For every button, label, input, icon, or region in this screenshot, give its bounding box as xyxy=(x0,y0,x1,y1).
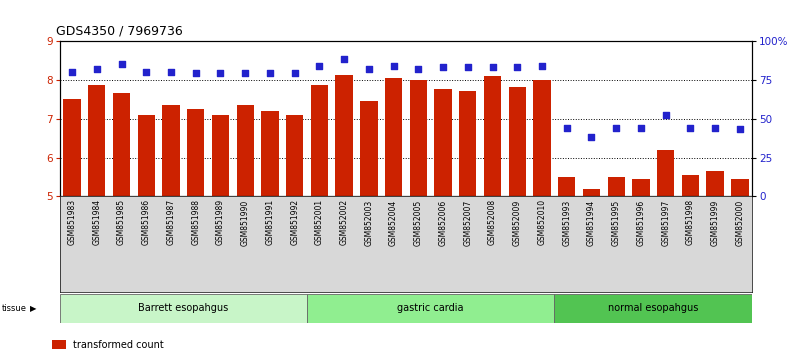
Point xyxy=(263,70,276,76)
Text: transformed count: transformed count xyxy=(73,340,164,350)
Point xyxy=(189,70,202,76)
Text: GSM852003: GSM852003 xyxy=(365,199,373,246)
Bar xyxy=(607,177,625,196)
Text: GSM851999: GSM851999 xyxy=(711,199,720,246)
Bar xyxy=(261,111,279,196)
Text: GSM851988: GSM851988 xyxy=(191,199,201,245)
Bar xyxy=(533,80,551,196)
Bar xyxy=(88,85,105,196)
Text: GSM851994: GSM851994 xyxy=(587,199,596,246)
Text: GSM852005: GSM852005 xyxy=(414,199,423,246)
Text: GSM852010: GSM852010 xyxy=(537,199,547,245)
Point xyxy=(634,125,647,131)
Text: GSM851983: GSM851983 xyxy=(68,199,76,245)
Text: GSM852001: GSM852001 xyxy=(315,199,324,245)
Bar xyxy=(657,150,674,196)
Bar xyxy=(385,78,402,196)
Bar xyxy=(681,175,699,196)
Bar xyxy=(138,115,155,196)
Text: GSM851996: GSM851996 xyxy=(637,199,646,246)
Text: GSM852007: GSM852007 xyxy=(463,199,472,246)
Point xyxy=(536,63,548,68)
Text: GSM852008: GSM852008 xyxy=(488,199,497,245)
Point xyxy=(511,64,524,70)
Bar xyxy=(459,91,477,196)
Text: GSM851986: GSM851986 xyxy=(142,199,150,245)
Text: GSM852006: GSM852006 xyxy=(439,199,447,246)
Bar xyxy=(558,177,576,196)
Text: tissue: tissue xyxy=(2,304,26,313)
Point xyxy=(733,127,746,132)
Bar xyxy=(286,115,303,196)
Bar xyxy=(732,179,748,196)
Point xyxy=(560,125,573,131)
Text: GSM851987: GSM851987 xyxy=(166,199,175,245)
Point xyxy=(288,70,301,76)
Text: GSM851990: GSM851990 xyxy=(240,199,250,246)
Text: GSM852000: GSM852000 xyxy=(736,199,744,246)
Point xyxy=(659,113,672,118)
Point xyxy=(165,69,178,75)
Bar xyxy=(410,80,427,196)
Point xyxy=(610,125,622,131)
Bar xyxy=(361,101,377,196)
Bar xyxy=(632,179,650,196)
Bar xyxy=(484,76,501,196)
Bar xyxy=(64,99,80,196)
Bar xyxy=(707,171,724,196)
Text: GSM851995: GSM851995 xyxy=(611,199,621,246)
Text: Barrett esopahgus: Barrett esopahgus xyxy=(139,303,228,313)
Point xyxy=(362,66,375,72)
Text: GSM851998: GSM851998 xyxy=(686,199,695,245)
Bar xyxy=(307,294,554,323)
Bar xyxy=(212,115,229,196)
Text: gastric cardia: gastric cardia xyxy=(397,303,464,313)
Point xyxy=(140,69,153,75)
Text: GDS4350 / 7969736: GDS4350 / 7969736 xyxy=(56,24,182,37)
Text: GSM851989: GSM851989 xyxy=(216,199,225,245)
Point xyxy=(708,125,721,131)
Point xyxy=(412,66,425,72)
Point xyxy=(684,125,696,131)
Point xyxy=(91,66,103,72)
Point xyxy=(338,57,350,62)
Point xyxy=(239,70,252,76)
Bar xyxy=(335,75,353,196)
Bar xyxy=(52,340,66,349)
Bar xyxy=(583,189,600,196)
Text: GSM851984: GSM851984 xyxy=(92,199,101,245)
Text: GSM852004: GSM852004 xyxy=(389,199,398,246)
Point xyxy=(214,70,227,76)
Bar xyxy=(554,294,752,323)
Bar xyxy=(509,87,526,196)
Point xyxy=(313,63,326,68)
Text: GSM852009: GSM852009 xyxy=(513,199,521,246)
Point xyxy=(66,69,79,75)
Bar xyxy=(310,85,328,196)
Text: GSM851997: GSM851997 xyxy=(661,199,670,246)
Text: ▶: ▶ xyxy=(30,304,37,313)
Bar xyxy=(60,294,307,323)
Bar xyxy=(187,109,205,196)
Bar xyxy=(113,93,131,196)
Point xyxy=(585,135,598,140)
Bar xyxy=(236,105,254,196)
Point xyxy=(462,64,474,70)
Text: GSM851985: GSM851985 xyxy=(117,199,126,245)
Point xyxy=(387,63,400,68)
Point xyxy=(437,64,450,70)
Text: GSM851992: GSM851992 xyxy=(291,199,299,245)
Text: GSM852002: GSM852002 xyxy=(340,199,349,245)
Text: GSM851993: GSM851993 xyxy=(562,199,572,246)
Text: GSM851991: GSM851991 xyxy=(265,199,275,245)
Point xyxy=(115,61,128,67)
Point xyxy=(486,64,499,70)
Bar xyxy=(162,105,180,196)
Bar xyxy=(435,89,451,196)
Text: normal esopahgus: normal esopahgus xyxy=(608,303,698,313)
